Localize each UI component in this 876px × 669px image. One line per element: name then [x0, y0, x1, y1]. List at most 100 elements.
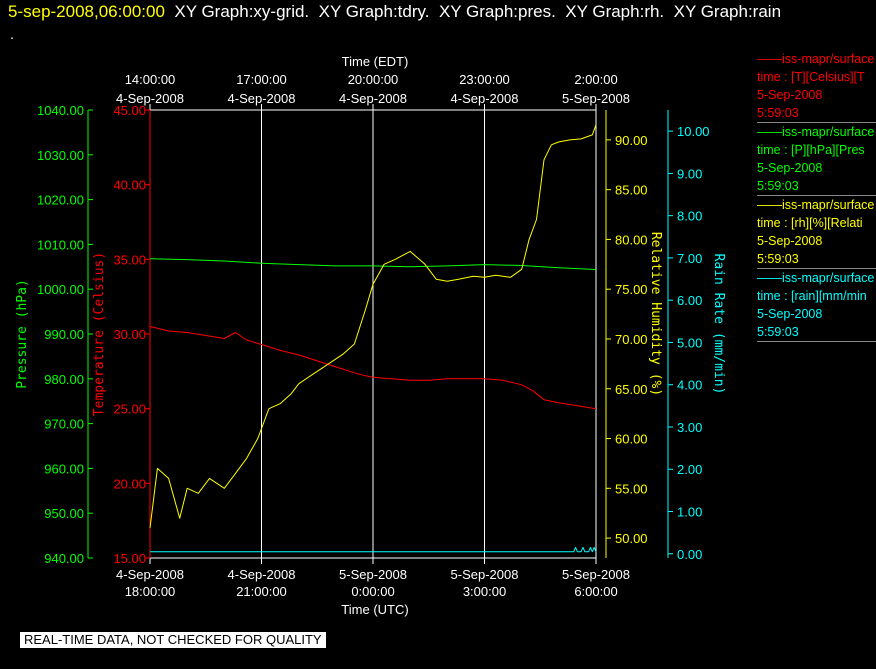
pressure-tick-label: 950.00	[44, 506, 84, 521]
pressure-series-line	[149, 258, 597, 270]
legend-line2: time : [rain][mm/min	[757, 289, 867, 303]
pressure-tick-label: 1000.00	[37, 282, 84, 297]
pressure-tick-label: 940.00	[44, 551, 84, 566]
header-dot: .	[10, 26, 14, 42]
legend-item-rain: ——iss-mapr/surface time : [rain][mm/min …	[757, 269, 876, 342]
rh-tick-label: 85.00	[615, 183, 648, 198]
graph-header: 5-sep-2008,06:00:00 XY Graph:xy-grid. XY…	[8, 2, 781, 22]
rh-tick-label: 60.00	[615, 432, 648, 447]
pressure-tick-label: 1010.00	[37, 237, 84, 252]
rain-tick-label: 4.00	[677, 378, 702, 393]
x-tick-label-top-time: 17:00:00	[236, 72, 287, 87]
temperature-tick-label: 25.00	[113, 402, 146, 417]
x-axis-title-bottom: Time (UTC)	[341, 602, 408, 617]
legend: ——iss-mapr/surface time : [T][Celsius][T…	[757, 50, 876, 342]
legend-item-temperature: ——iss-mapr/surface time : [T][Celsius][T…	[757, 50, 876, 123]
temperature-tick-label: 15.00	[113, 551, 146, 566]
rh-tick-label: 75.00	[615, 282, 648, 297]
rain-tick-label: 6.00	[677, 293, 702, 308]
rain-axis-title: Rain Rate (mm/min)	[711, 254, 726, 395]
pressure-tick-label: 1040.00	[37, 103, 84, 118]
temperature-tick-label: 20.00	[113, 476, 146, 491]
x-tick-label-top-time: 20:00:00	[348, 72, 399, 87]
temperature-tick-label: 35.00	[113, 252, 146, 267]
temperature-tick-label: 40.00	[113, 178, 146, 193]
x-tick-label-top-date: 4-Sep-2008	[339, 91, 407, 106]
temperature-axis-title: Temperature (Celsius)	[92, 252, 107, 416]
pressure-tick-label: 990.00	[44, 327, 84, 342]
legend-dash: ——	[757, 52, 782, 66]
rh-tick-label: 50.00	[615, 531, 648, 546]
rh-tick-label: 65.00	[615, 382, 648, 397]
legend-line1: ——iss-mapr/surface	[757, 198, 875, 212]
rain-series-line	[150, 546, 597, 553]
legend-date: 5-Sep-2008	[757, 161, 823, 175]
legend-time: 5:59:03	[757, 252, 799, 266]
pressure-tick-label: 980.00	[44, 372, 84, 387]
x-tick-label-bottom-time: 3:00:00	[463, 584, 506, 599]
rh-tick-label: 80.00	[615, 232, 648, 247]
pressure-axis-title: Pressure (hPa)	[15, 279, 30, 389]
pressure-tick-label: 1030.00	[37, 148, 84, 163]
x-tick-label-bottom-date: 5-Sep-2008	[339, 567, 407, 582]
x-tick-label-bottom-time: 0:00:00	[351, 584, 394, 599]
rain-tick-label: 9.00	[677, 166, 702, 181]
rain-tick-label: 1.00	[677, 505, 702, 520]
rain-tick-label: 2.00	[677, 462, 702, 477]
rh-tick-label: 90.00	[615, 133, 648, 148]
legend-line1: ——iss-mapr/surface	[757, 52, 875, 66]
legend-line2: time : [rh][%][Relati	[757, 216, 863, 230]
temperature-tick-label: 30.00	[113, 327, 146, 342]
rh-axis-title: Relative Humidity (%)	[648, 232, 663, 396]
x-tick-label-top-date: 4-Sep-2008	[228, 91, 296, 106]
legend-dash: ——	[757, 271, 782, 285]
legend-item-rh: ——iss-mapr/surface time : [rh][%][Relati…	[757, 196, 876, 269]
rain-tick-label: 3.00	[677, 420, 702, 435]
x-tick-label-bottom-date: 5-Sep-2008	[451, 567, 519, 582]
legend-time: 5:59:03	[757, 106, 799, 120]
graph-title-rh: XY Graph:rh.	[565, 2, 665, 21]
legend-line2: time : [P][hPa][Pres	[757, 143, 865, 157]
legend-time: 5:59:03	[757, 179, 799, 193]
legend-time: 5:59:03	[757, 325, 799, 339]
rh-series-line	[149, 124, 597, 529]
legend-date: 5-Sep-2008	[757, 88, 823, 102]
temperature-tick-label: 45.00	[113, 103, 146, 118]
x-tick-label-top-date: 4-Sep-2008	[451, 91, 519, 106]
graph-title-pres: XY Graph:pres.	[438, 2, 556, 21]
pressure-tick-label: 960.00	[44, 461, 84, 476]
legend-date: 5-Sep-2008	[757, 307, 823, 321]
graph-title-tdry: XY Graph:tdry.	[318, 2, 430, 21]
rain-tick-label: 10.00	[677, 124, 710, 139]
x-axis-title-top: Time (EDT)	[342, 54, 409, 69]
graph-title-xy-grid: XY Graph:xy-grid.	[174, 2, 310, 21]
graph-title-rain: XY Graph:rain	[673, 2, 782, 21]
pressure-tick-label: 1020.00	[37, 193, 84, 208]
pressure-tick-label: 970.00	[44, 417, 84, 432]
quality-disclaimer: REAL-TIME DATA, NOT CHECKED FOR QUALITY	[20, 632, 326, 648]
x-tick-label-bottom-time: 21:00:00	[236, 584, 287, 599]
legend-dash: ——	[757, 125, 782, 139]
temperature-series-line	[149, 326, 597, 410]
legend-item-pressure: ——iss-mapr/surface time : [P][hPa][Pres …	[757, 123, 876, 196]
rain-tick-label: 8.00	[677, 209, 702, 224]
rain-tick-label: 7.00	[677, 251, 702, 266]
x-tick-label-bottom-date: 4-Sep-2008	[116, 567, 184, 582]
legend-line2: time : [T][Celsius][T	[757, 70, 865, 84]
legend-line1: ——iss-mapr/surface	[757, 271, 875, 285]
rh-tick-label: 70.00	[615, 332, 648, 347]
x-tick-label-top-date: 4-Sep-2008	[116, 91, 184, 106]
legend-line1: ——iss-mapr/surface	[757, 125, 875, 139]
legend-dash: ——	[757, 198, 782, 212]
x-tick-label-top-time: 14:00:00	[125, 72, 176, 87]
x-tick-label-top-time: 23:00:00	[459, 72, 510, 87]
x-tick-label-top-time: 2:00:00	[574, 72, 617, 87]
rain-tick-label: 5.00	[677, 335, 702, 350]
timestamp-label: 5-sep-2008,06:00:00	[8, 2, 165, 21]
x-tick-label-bottom-date: 4-Sep-2008	[228, 567, 296, 582]
rain-tick-label: 0.00	[677, 547, 702, 562]
x-tick-label-bottom-time: 18:00:00	[125, 584, 176, 599]
x-tick-label-bottom-date: 5-Sep-2008	[562, 567, 630, 582]
legend-date: 5-Sep-2008	[757, 234, 823, 248]
